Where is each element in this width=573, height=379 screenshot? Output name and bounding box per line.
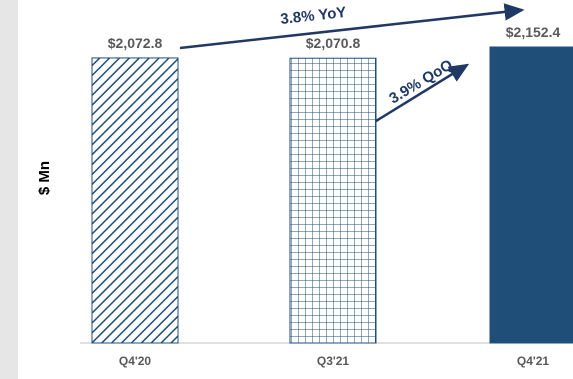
bar-q421 [489,46,573,344]
bar-chart: $ Mn $2,072.8 $2,070.8 $2,152.4 Q4'20 Q3'21… [36,3,573,368]
value-labels-group: $2,072.8 $2,070.8 $2,152.4 [108,24,561,51]
yoy-annotation: 3.8% YoY [280,4,348,28]
bars-group [91,46,573,344]
value-label: $2,070.8 [306,35,361,51]
value-label: $2,152.4 [506,24,561,40]
x-tick-label: Q4'20 [119,354,152,368]
qoq-annotation: 3.9% QoQ [386,56,456,107]
chart-panel: $ Mn $2,072.8 $2,070.8 $2,152.4 Q4'20 Q3'21… [18,0,573,379]
y-axis-label: $ Mn [36,161,53,195]
x-tick-label: Q4'21 [517,354,550,368]
bar-q321 [289,57,377,344]
value-label: $2,072.8 [108,35,163,51]
qoq-arrow [375,63,470,123]
yoy-arrow [179,3,525,50]
x-tick-label: Q3'21 [317,354,350,368]
bar-q420 [91,57,179,344]
x-tick-labels-group: Q4'20 Q3'21 Q4'21 [119,354,550,368]
